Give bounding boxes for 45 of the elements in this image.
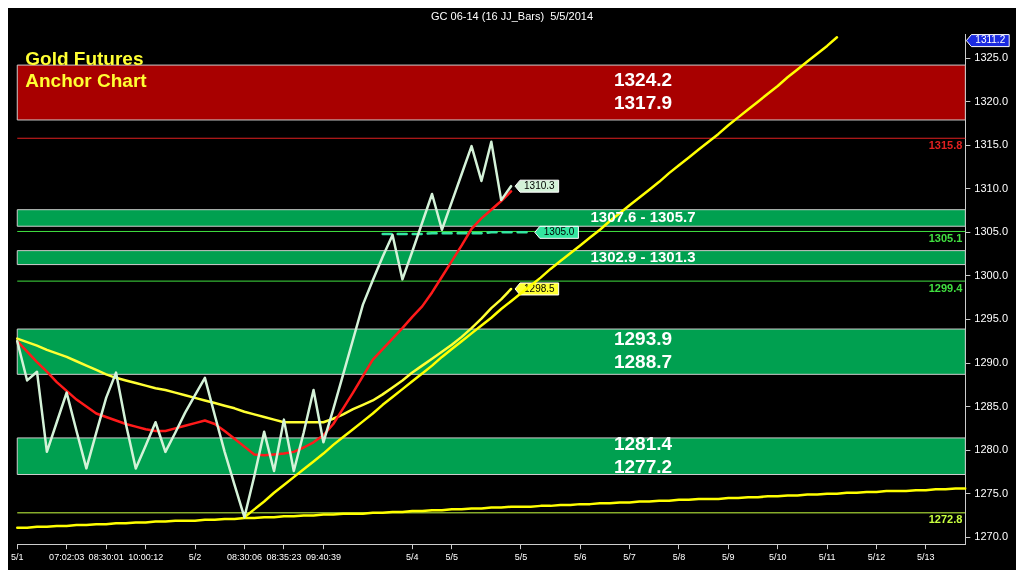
y-tick-label: 1285.0 xyxy=(974,399,1009,412)
y-tick-label: 1280.0 xyxy=(974,443,1009,456)
x-tick-label: 5/12 xyxy=(867,552,886,563)
band-label: 1302.9 - 1301.3 xyxy=(590,247,696,265)
x-tick-label: 5/4 xyxy=(406,552,419,563)
y-tick-label: 1295.0 xyxy=(974,312,1009,325)
y-tick-label: 1300.0 xyxy=(974,268,1009,281)
y-tick-label: 1320.0 xyxy=(974,94,1009,107)
y-tick-label: 1290.0 xyxy=(974,356,1009,369)
data-label: 1305.0 xyxy=(543,226,575,238)
x-tick-label: 5/5 xyxy=(445,552,459,563)
text: Gold Futures Anchor Chart xyxy=(25,48,148,92)
x-tick-label: 08:30:06 xyxy=(226,552,262,563)
y-tick-label: 1275.0 xyxy=(974,486,1009,499)
x-tick-label: 08:35:23 xyxy=(266,552,302,563)
x-tick-label: 5/7 xyxy=(623,552,636,563)
x-tick-label: 5/6 xyxy=(573,552,587,563)
x-tick-label: 5/11 xyxy=(818,552,836,563)
band-label: 1324.2 1317.9 xyxy=(613,69,673,114)
x-tick-label: 5/1 xyxy=(11,552,24,563)
y-tick-label: 1305.0 xyxy=(974,225,1009,238)
x-tick-label: 10:00:12 xyxy=(128,552,164,563)
ref-line-label: 1272.8 xyxy=(928,513,963,526)
ref-line-label: 1305.1 xyxy=(928,232,963,244)
y-tick-label: 1325.0 xyxy=(974,51,1009,64)
x-tick-label: 08:30:01 xyxy=(88,552,124,563)
y-tick-label: 1315.0 xyxy=(974,138,1009,151)
data-label: 1310.3 xyxy=(524,179,556,191)
ref-line-label: 1315.8 xyxy=(928,138,963,151)
band-label: 1293.9 1288.7 xyxy=(613,328,673,373)
y-tick-label: 1310.0 xyxy=(974,181,1009,194)
x-tick-label: 5/10 xyxy=(768,552,787,563)
band-label: 1281.4 1277.2 xyxy=(613,432,673,477)
x-tick-label: 5/5 xyxy=(514,552,528,563)
y-tick-label: 1270.0 xyxy=(974,530,1009,543)
x-tick-label: 07:02:03 xyxy=(49,552,85,563)
ref-line-label: 1299.4 xyxy=(928,281,964,294)
x-tick-label: 5/9 xyxy=(722,552,735,563)
x-tick-label: 09:40:39 xyxy=(305,552,341,563)
x-tick-label: 5/2 xyxy=(188,552,202,563)
x-tick-label: 5/13 xyxy=(917,552,935,563)
text: 1311.2 xyxy=(975,34,1006,46)
data-label: 1298.5 xyxy=(524,282,556,294)
chart-subtitle: GC 06-14 (16 JJ_Bars) 5/5/2014 xyxy=(430,9,594,24)
x-tick-label: 5/8 xyxy=(672,552,686,563)
